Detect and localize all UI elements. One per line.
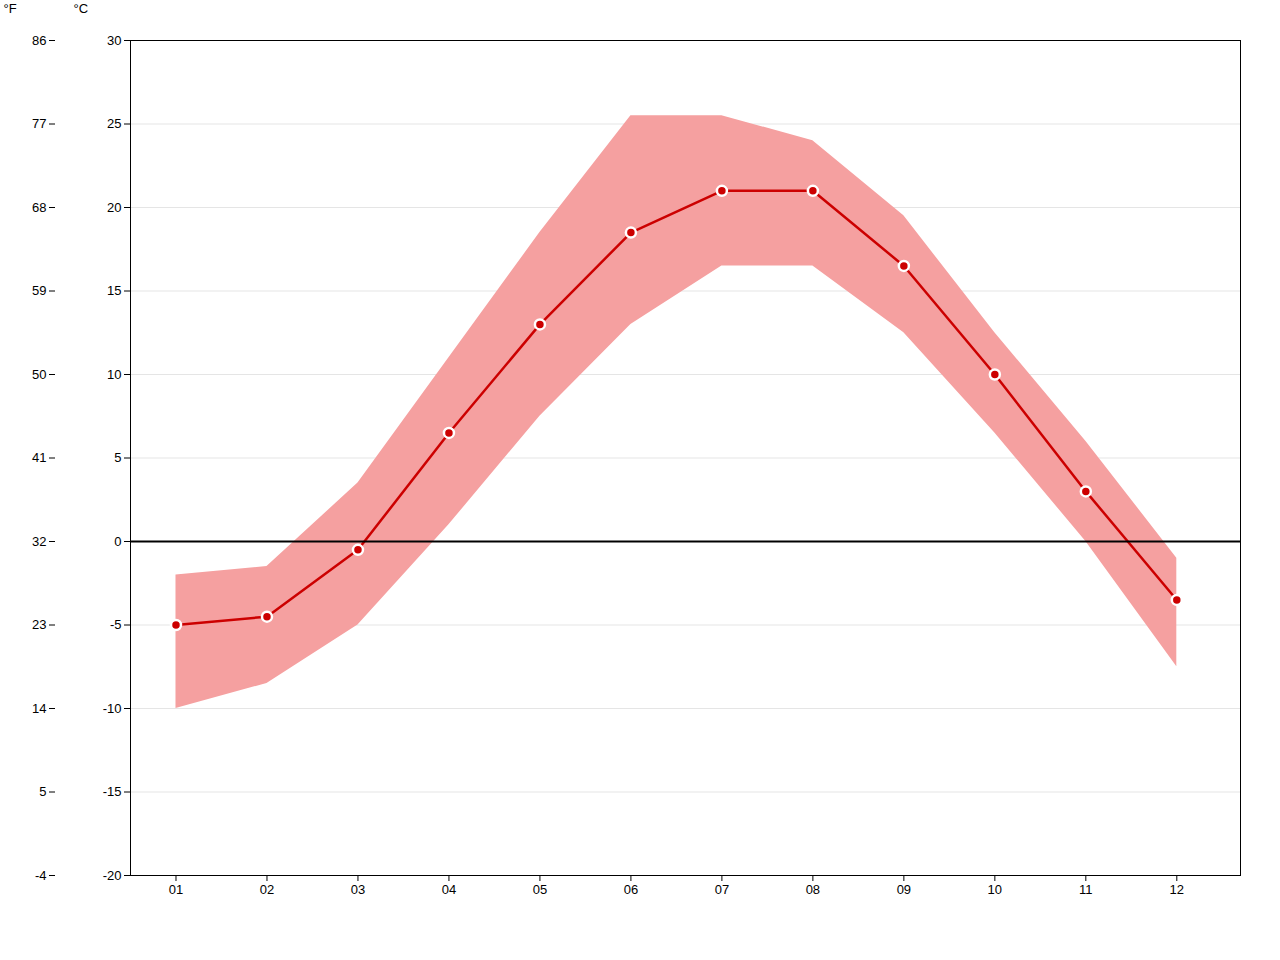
- svg-text:-15: -15: [103, 784, 122, 799]
- svg-text:°C: °C: [74, 1, 89, 16]
- svg-text:25: 25: [107, 116, 121, 131]
- svg-text:01: 01: [169, 882, 183, 897]
- svg-text:86: 86: [32, 33, 46, 48]
- svg-text:-20: -20: [103, 868, 122, 883]
- svg-text:05: 05: [533, 882, 547, 897]
- svg-text:09: 09: [897, 882, 911, 897]
- svg-text:-5: -5: [110, 617, 122, 632]
- svg-text:77: 77: [32, 116, 46, 131]
- svg-text:15: 15: [107, 283, 121, 298]
- svg-text:-10: -10: [103, 701, 122, 716]
- svg-text:06: 06: [624, 882, 638, 897]
- svg-text:20: 20: [107, 200, 121, 215]
- svg-text:08: 08: [806, 882, 820, 897]
- svg-text:10: 10: [988, 882, 1002, 897]
- svg-text:-4: -4: [35, 868, 47, 883]
- svg-text:5: 5: [39, 784, 46, 799]
- svg-text:10: 10: [107, 367, 121, 382]
- svg-text:11: 11: [1079, 882, 1093, 897]
- svg-text:14: 14: [32, 701, 46, 716]
- svg-text:12: 12: [1170, 882, 1184, 897]
- svg-text:41: 41: [32, 450, 46, 465]
- svg-text:32: 32: [32, 534, 46, 549]
- svg-text:04: 04: [442, 882, 456, 897]
- svg-text:02: 02: [260, 882, 274, 897]
- svg-text:50: 50: [32, 367, 46, 382]
- svg-text:03: 03: [351, 882, 365, 897]
- svg-text:59: 59: [32, 283, 46, 298]
- svg-text:5: 5: [114, 450, 121, 465]
- svg-text:07: 07: [715, 882, 729, 897]
- svg-text:30: 30: [107, 33, 121, 48]
- svg-text:°F: °F: [4, 1, 17, 16]
- svg-text:0: 0: [114, 534, 121, 549]
- svg-text:23: 23: [32, 617, 46, 632]
- svg-text:68: 68: [32, 200, 46, 215]
